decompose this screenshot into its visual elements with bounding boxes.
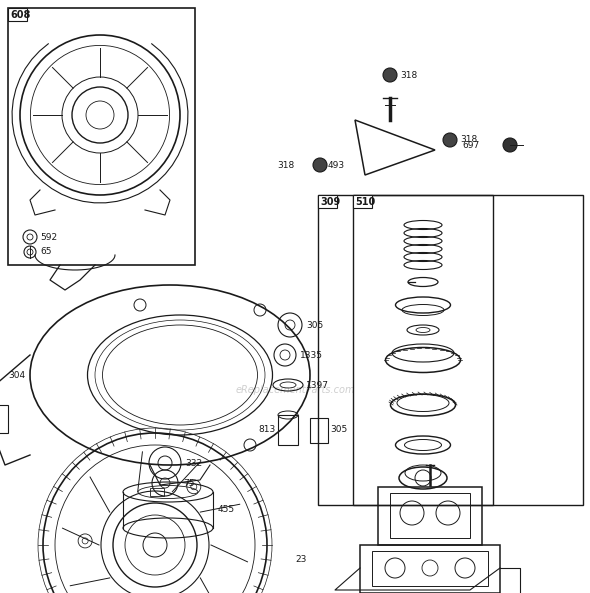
Bar [360,545,500,593]
Bar [353,195,493,505]
Text: 318: 318 [278,161,295,170]
Bar [353,195,372,208]
Text: 75: 75 [183,479,195,487]
Text: 455: 455 [218,505,235,515]
Text: 493: 493 [328,161,345,170]
Text: 23: 23 [295,556,306,565]
Text: 318: 318 [460,135,477,145]
Text: eReplacementParts.com: eReplacementParts.com [235,385,355,395]
Text: 65: 65 [40,247,51,257]
Text: 332: 332 [185,458,202,467]
Circle shape [503,138,517,152]
Bar [378,487,482,545]
Text: 305: 305 [306,320,323,330]
Circle shape [313,158,327,172]
Text: 318: 318 [400,71,417,79]
Text: 697: 697 [463,141,480,149]
Bar [318,195,583,505]
Circle shape [443,133,457,147]
Text: 510: 510 [355,197,375,207]
Text: 305: 305 [330,426,348,435]
Bar [8,8,27,21]
Bar [0,405,8,433]
Bar [372,551,488,586]
Bar [310,418,328,443]
Text: 309: 309 [320,197,340,207]
Text: 813: 813 [259,426,276,435]
Text: 1335: 1335 [300,350,323,359]
Text: 608: 608 [10,10,30,20]
Text: 1397: 1397 [306,381,329,390]
Text: 592: 592 [40,232,57,241]
Bar [150,488,164,496]
Circle shape [383,68,397,82]
Bar [318,195,337,208]
Bar [8,8,195,265]
Bar [390,493,470,538]
Bar [278,415,298,445]
Text: 304: 304 [8,371,25,380]
